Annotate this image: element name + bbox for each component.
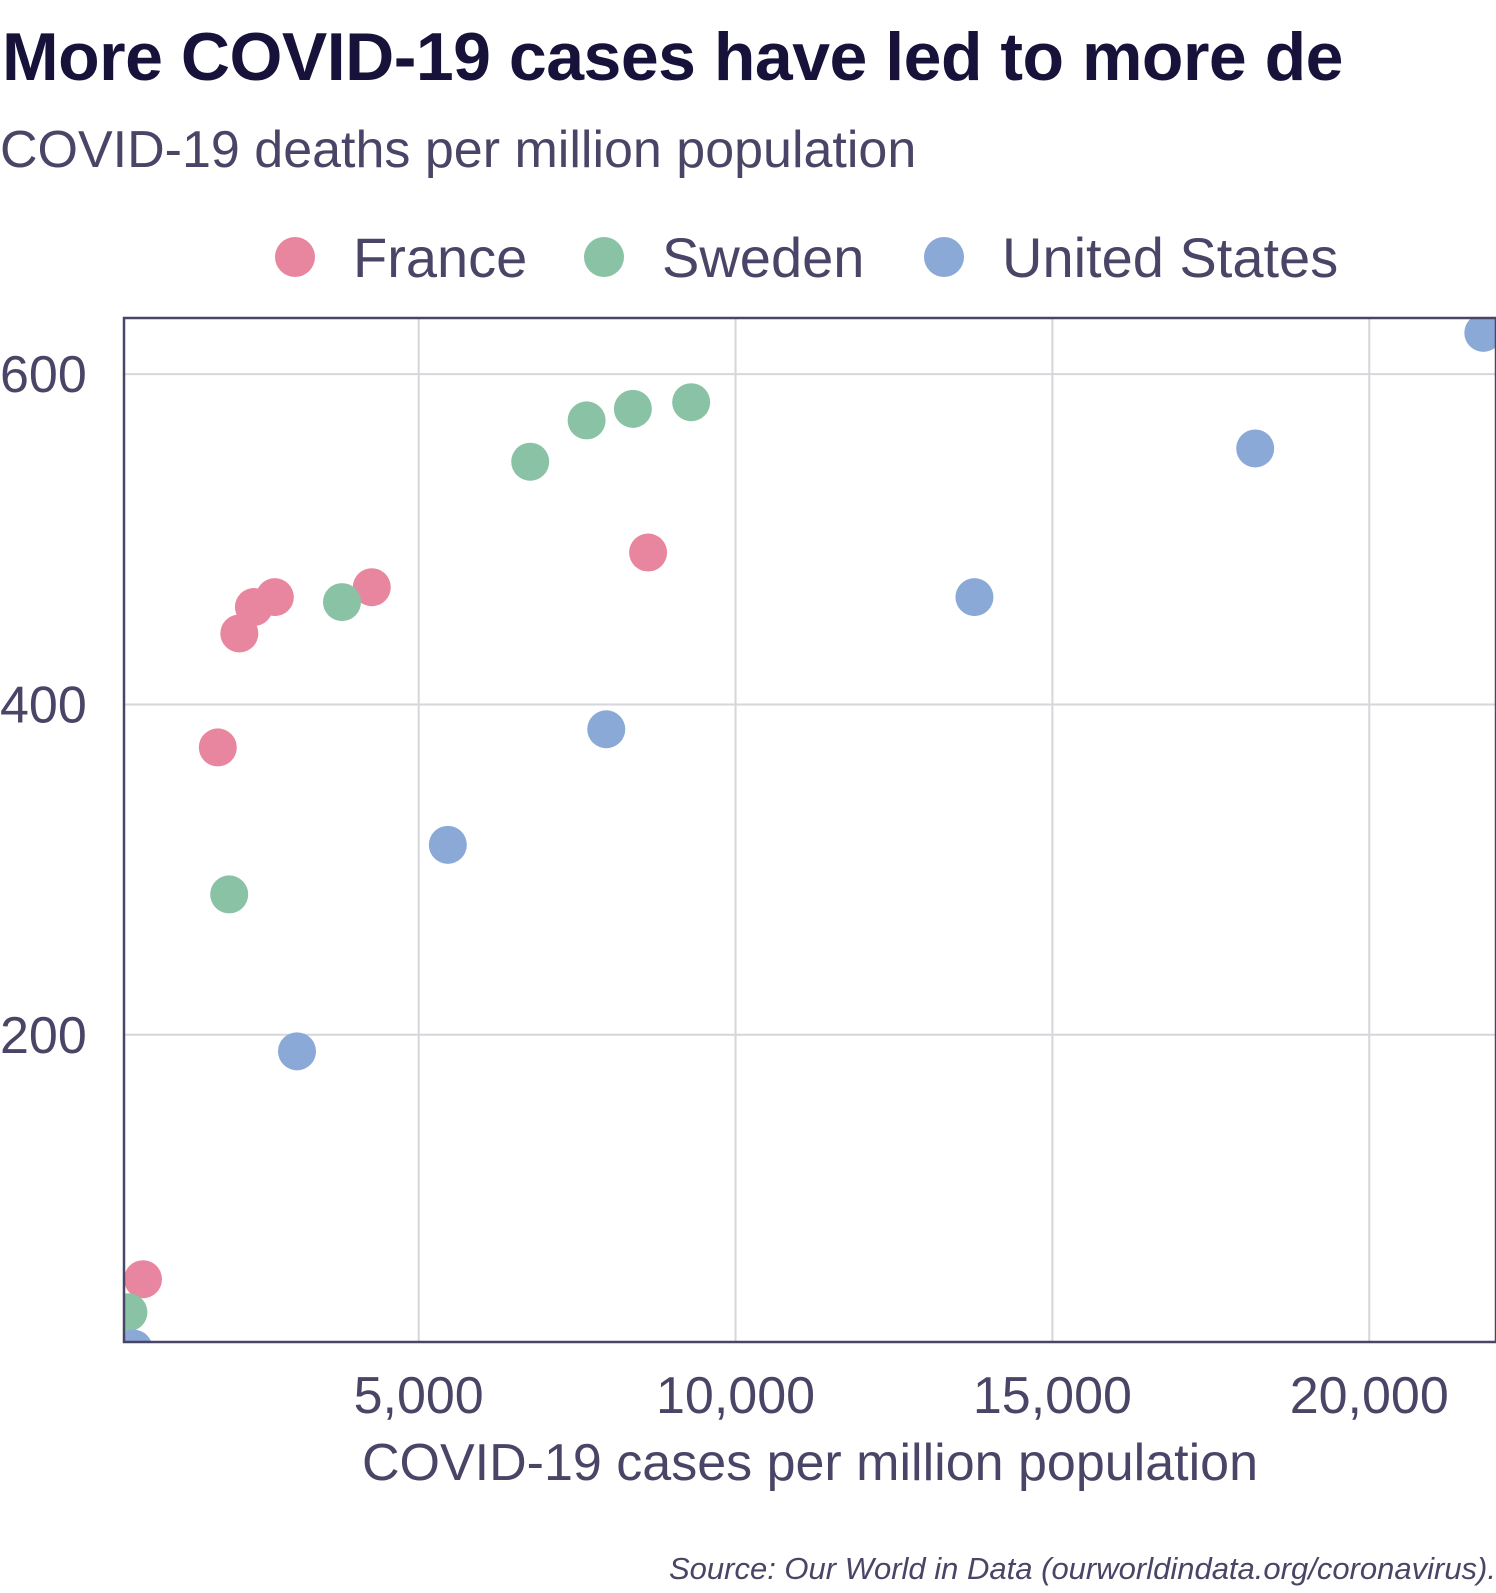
legend-item-sweden: Sweden [584, 222, 864, 292]
point-united-states [1464, 318, 1496, 352]
x-tick-label: 5,000 [354, 1367, 484, 1425]
plot-border [122, 316, 1496, 1344]
legend-dot-france [275, 237, 315, 277]
point-france [198, 728, 237, 767]
legend-dot-sweden [584, 237, 624, 277]
point-united-states [278, 1032, 317, 1071]
legend-label-united-states: United States [1002, 225, 1339, 289]
y-tick-label: 200 [0, 1007, 87, 1065]
point-sweden [322, 583, 361, 622]
legend-item-united-states: United States [924, 222, 1338, 292]
point-france [255, 578, 294, 617]
point-sweden [511, 442, 550, 481]
x-tick-label: 10,000 [656, 1367, 815, 1425]
legend: France Sweden United States [0, 222, 1496, 292]
plot-background [124, 318, 1496, 1342]
point-united-states [955, 578, 994, 617]
chart-title: More COVID-19 cases have led to more de [2, 19, 1344, 95]
chart-subtitle: COVID-19 deaths per million population [0, 121, 917, 179]
point-united-states [587, 710, 626, 749]
legend-label-sweden: Sweden [662, 225, 865, 289]
x-tick-label: 20,000 [1290, 1367, 1449, 1425]
y-tick-label: 600 [0, 346, 87, 404]
point-sweden [210, 875, 249, 914]
legend-dot-united-states [924, 237, 964, 277]
point-united-states [1236, 429, 1275, 468]
point-sweden [124, 1293, 148, 1332]
x-tick-label: 15,000 [973, 1367, 1132, 1425]
x-axis-ticks: 5,000 10,000 15,000 20,000 [354, 1367, 1449, 1425]
point-france [352, 568, 391, 607]
legend-item-france: France [275, 222, 527, 292]
data-points [124, 318, 1496, 1342]
x-axis-label: COVID-19 cases per million population [362, 1434, 1258, 1492]
point-sweden [613, 389, 652, 428]
legend-label-france: France [353, 225, 528, 289]
point-sweden [567, 401, 606, 440]
point-sweden [672, 383, 711, 422]
point-united-states [428, 825, 467, 864]
point-united-states [124, 1329, 152, 1342]
source-note: Source: Our World in Data (ourworldindat… [668, 1551, 1496, 1586]
y-tick-label: 400 [0, 676, 87, 734]
point-france [124, 1260, 163, 1299]
y-axis-ticks: 200 400 600 [0, 346, 87, 1065]
grid-lines [124, 318, 1496, 1342]
point-france [629, 533, 668, 572]
